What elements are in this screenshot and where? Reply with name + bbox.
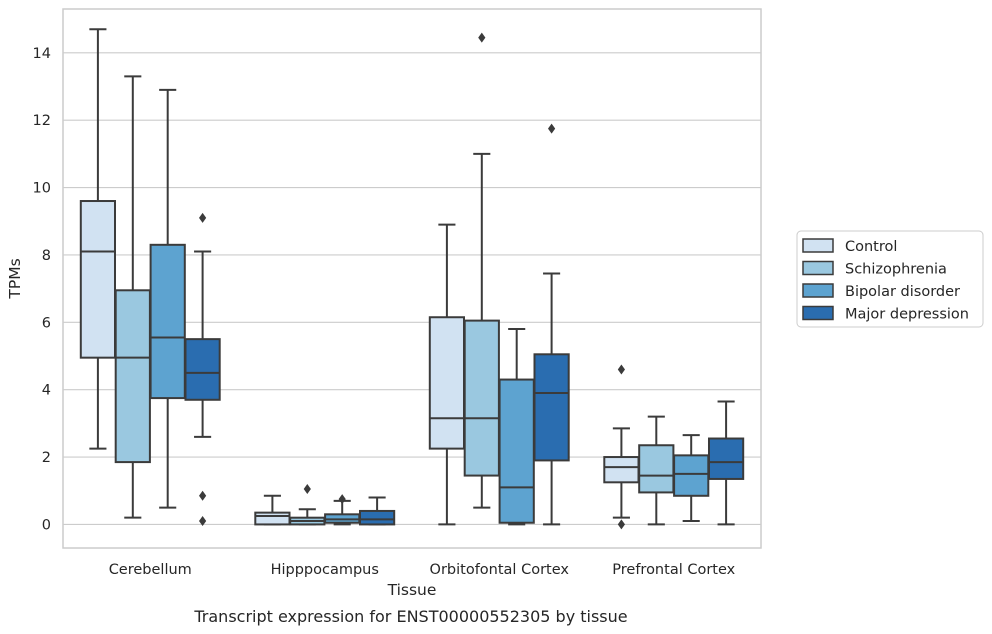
box-0-1 [114,75,151,519]
y-tick-labels: 0 2 4 6 8 10 12 14 [33,46,51,534]
outlier-point [303,484,311,495]
plot-frame [62,8,762,549]
outlier-point [478,32,486,43]
box-2-1 [463,32,500,509]
x-tick-labels: Cerebellum Hipppocampus Orbitofontal Corte… [109,562,736,578]
x-axis-label: Tissue [387,581,437,599]
box-body [533,353,570,462]
legend-swatch [802,260,834,276]
box-body [428,316,466,450]
box-body [184,338,221,401]
y-tick-label: 14 [33,46,51,62]
box-body [638,444,675,494]
x-tick-label: Cerebellum [109,562,192,578]
box-body [254,511,291,526]
y-tick-label: 8 [42,248,51,264]
legend-label: Major depression [845,307,969,323]
outlier-point [199,516,207,527]
legend-frame [796,230,984,328]
box-series [79,28,745,530]
x-tick-label: Prefrontal Cortex [612,562,735,578]
legend-label: Schizophrenia [845,262,947,278]
box-body [79,200,117,359]
outlier-point [617,364,625,375]
box-3-0 [603,364,640,530]
box-body [673,454,710,497]
box-body [358,509,396,526]
box-body [707,437,745,480]
y-tick-label: 6 [42,315,51,331]
box-body [498,378,535,524]
legend-swatch [802,238,834,253]
box-1-2 [324,494,361,526]
box-0-3 [184,212,221,527]
legend-label: Bipolar disorder [845,284,960,300]
box-body [149,243,186,400]
y-tick-label: 0 [42,517,51,533]
box-0-2 [149,88,186,509]
y-axis-label: TPMs [6,258,24,299]
legend-label: Control [845,239,897,255]
y-tick-label: 4 [42,383,51,399]
y-tick-label: 12 [33,113,51,129]
legend-swatch [802,283,834,298]
box-body [463,319,500,477]
outlier-point [338,494,346,505]
box-body [603,456,640,484]
legend-swatch [802,305,834,321]
box-2-2 [498,328,535,526]
box-1-3 [358,496,396,526]
x-tick-label: Orbitofontal Cortex [430,562,570,578]
chart-caption: Transcript expression for ENST0000055230… [193,607,627,626]
box-2-0 [428,223,466,526]
box-body [114,289,151,464]
x-tick-label: Hipppocampus [271,562,379,578]
box-2-3 [533,123,570,526]
legend: Control Schizophrenia Bipolar disorder Majo… [796,230,984,328]
outlier-point [199,212,207,223]
box-3-3 [707,400,745,526]
y-tick-label: 2 [42,450,51,466]
box-0-0 [79,28,117,450]
box-1-1 [289,484,326,526]
outlier-point [548,123,556,134]
outlier-point [617,519,625,530]
outlier-point [199,490,207,501]
y-tick-label: 10 [33,181,51,197]
